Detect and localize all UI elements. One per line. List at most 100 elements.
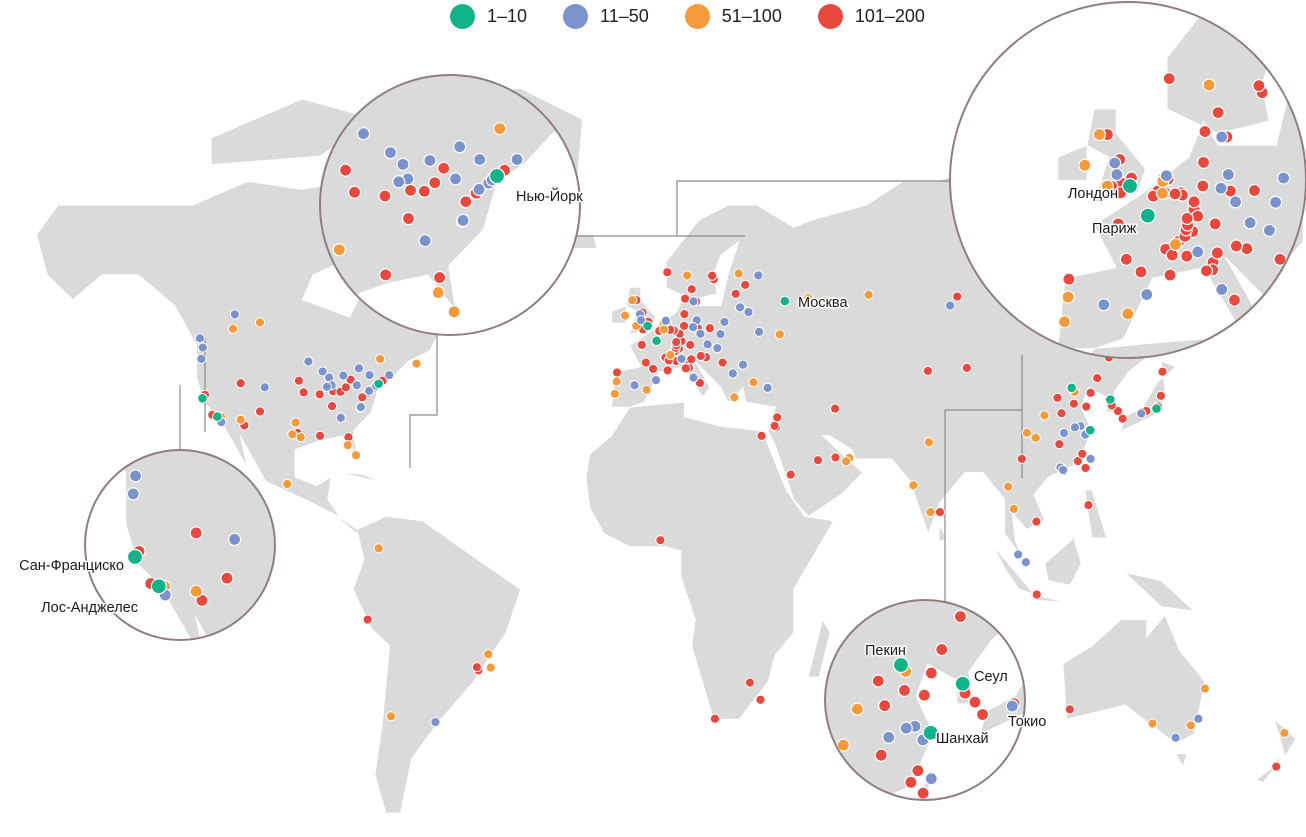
legend-label: 11–50 [600, 6, 649, 26]
main-dot-11-50 [196, 353, 207, 364]
main-dot-11-50 [719, 316, 730, 328]
main-dot-101-200 [1054, 439, 1065, 450]
inset-dot-101-200 [1163, 268, 1177, 282]
inset-dot-101-200 [403, 183, 418, 197]
inset-dot-101-200 [338, 163, 353, 177]
inset-dot-101-200 [1187, 195, 1201, 209]
main-dot-11-50 [727, 368, 738, 379]
inset-dot-11-50 [1097, 298, 1111, 312]
inset-dot-101-200 [1199, 264, 1214, 278]
main-dot-51-100 [729, 392, 740, 403]
inset-dot-101-200 [378, 189, 392, 203]
main-dot-101-200 [740, 279, 751, 290]
legend-dot-blue [563, 4, 589, 29]
main-dot-51-100 [342, 439, 353, 451]
inset-dot-101-200 [1180, 249, 1194, 263]
inset-dot-51-100 [1078, 158, 1092, 172]
main-dot-51-100 [821, 295, 832, 306]
land-sumatra [993, 546, 1035, 595]
main-dot-11-50 [676, 353, 687, 364]
inset-us-west [84, 449, 276, 641]
inset-dot-11-50 [392, 175, 406, 189]
main-dot-101-200 [785, 469, 796, 480]
main-dot-101-200 [686, 354, 697, 365]
inset-dot-101-200 [1162, 72, 1176, 86]
inset-dot-11-50 [472, 182, 486, 197]
main-dot-1-10 [651, 335, 662, 347]
inset-dot-101-200 [1191, 209, 1205, 223]
main-dot-51-100 [485, 662, 496, 673]
inset-dot-101-200 [935, 642, 949, 657]
inset-dot-101-200 [379, 268, 393, 282]
main-dot-101-200 [686, 284, 697, 295]
main-dot-51-100 [1279, 727, 1290, 739]
inset-dot-11-50 [383, 146, 398, 160]
main-dot-11-50 [762, 382, 773, 393]
inset-dot-1-10 [892, 656, 910, 674]
inset-dot-101-200 [189, 526, 203, 540]
main-dot-101-200 [1031, 589, 1042, 600]
main-dot-51-100 [1147, 718, 1158, 729]
main-dot-101-200 [922, 365, 934, 377]
inset-dot-101-200 [975, 707, 990, 722]
main-dot-101-200 [680, 293, 691, 304]
main-dot-51-100 [627, 295, 638, 306]
inset-dot-11-50 [1159, 169, 1174, 183]
main-dot-1-10 [1066, 382, 1077, 394]
inset-dot-101-200 [459, 195, 473, 209]
inset-dot-101-200 [968, 695, 982, 709]
main-dot-51-100 [840, 456, 852, 467]
main-dot-11-50 [650, 375, 662, 386]
inset-dot-11-50 [456, 213, 470, 228]
land-africa [585, 401, 835, 720]
main-dot-101-200 [662, 267, 673, 278]
main-dot-51-100 [923, 437, 935, 448]
label-london: Лондон [1068, 186, 1118, 202]
main-map-dots [194, 242, 1290, 772]
main-dot-101-200 [812, 455, 824, 466]
main-dot-11-50 [338, 370, 349, 381]
main-dot-11-50 [1013, 549, 1024, 560]
main-dot-11-50 [229, 309, 240, 320]
main-dot-101-200 [961, 362, 972, 373]
inset-dot-101-200 [1273, 252, 1287, 266]
main-dot-51-100 [282, 478, 293, 490]
main-dot-11-50 [1058, 464, 1069, 476]
inset-dot-101-200 [1208, 217, 1222, 231]
main-dot-51-100 [227, 323, 239, 334]
main-dot-11-50 [629, 380, 640, 391]
inset-dot-101-200 [916, 786, 930, 800]
main-dot-101-200 [1085, 387, 1096, 398]
main-dot-51-100 [682, 270, 693, 281]
main-dot-101-200 [1092, 373, 1103, 384]
inset-dot-11-50 [1243, 216, 1257, 230]
land-australia [1062, 614, 1206, 745]
inset-dot-101-200 [1196, 155, 1211, 169]
main-dot-101-200 [357, 392, 368, 403]
inset-dot-11-50 [1268, 195, 1283, 209]
main-dot-51-100 [658, 324, 669, 335]
inset-border [824, 599, 1026, 801]
main-dot-51-100 [287, 429, 298, 440]
connector-line [409, 323, 438, 468]
main-dot-101-200 [298, 387, 309, 398]
main-dot-101-200 [1016, 453, 1027, 464]
inset-dot-11-50 [924, 772, 938, 786]
main-dot-11-50 [688, 372, 699, 383]
label-tokyo: Токио [1008, 714, 1046, 730]
inset-content [112, 450, 275, 640]
inset-dot-1-10 [1121, 177, 1139, 195]
main-dot-11-50 [1020, 557, 1031, 568]
main-dot-11-50 [1136, 408, 1147, 419]
main-dot-101-200 [1068, 398, 1079, 409]
main-dot-1-10 [1151, 403, 1162, 414]
main-dot-11-50 [945, 300, 956, 311]
inset-dot-11-50 [510, 152, 524, 167]
connector-line [676, 180, 955, 236]
inset-dot-101-200 [1198, 124, 1212, 139]
label-new-york: Нью-Йорк [516, 187, 583, 205]
main-dot-101-200 [1052, 392, 1063, 403]
label-moscow: Москва [798, 295, 848, 311]
main-dot-101-200 [1080, 462, 1091, 474]
main-dot-11-50 [715, 328, 726, 340]
